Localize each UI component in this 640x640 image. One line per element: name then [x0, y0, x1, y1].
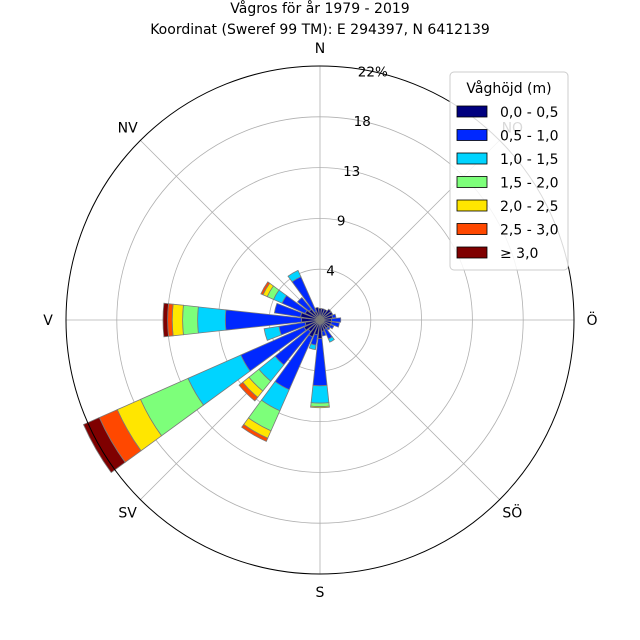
direction-label-V: V: [43, 313, 53, 329]
bar-sector-105-bin-1: [330, 321, 340, 328]
direction-label-SV: SV: [118, 505, 137, 521]
direction-label-Ö: Ö: [586, 311, 597, 329]
bar-sector-180-bin-4: [310, 405, 330, 409]
legend-label-1: 0,5 - 1,0: [500, 129, 558, 145]
legend: Våghöjd (m) 0,0 - 0,5 0,5 - 1,0 1,0 - 1,5 1…: [449, 71, 569, 271]
radial-tick-label-0: 4: [326, 263, 335, 279]
bar-sector-210-bin-5: [241, 423, 269, 442]
legend-swatch-6: [456, 246, 488, 259]
direction-label-S: S: [316, 585, 325, 601]
legend-swatch-1: [456, 129, 488, 141]
bar-sector-270-bin-4: [171, 303, 184, 337]
bar-sector-165-bin-1: [321, 330, 327, 337]
chart-subtitle: Koordinat (Sweref 99 TM): E 294397, N 64…: [150, 22, 490, 38]
polar-frame: [65, 65, 575, 575]
legend-label-4: 2,0 - 2,5: [500, 199, 558, 215]
polar-outer-ring: [65, 65, 575, 575]
bar-sector-270-bin-6: [162, 302, 169, 338]
radial-tick-label-1: 9: [337, 214, 346, 230]
radial-tick-labels: 4 9 13 18 22%: [326, 65, 388, 280]
bar-sector-90-bin-1: [331, 317, 342, 323]
direction-label-NV: NV: [118, 121, 138, 137]
legend-swatch-2: [456, 152, 488, 165]
bar-sector-330-bin-2: [287, 269, 302, 283]
grid-spoke-7: [140, 140, 321, 321]
bar-sector-225-bin-5: [238, 381, 259, 402]
bar-sector-60-bin-0: [319, 311, 334, 321]
radial-tick-label-4: 22%: [358, 65, 388, 81]
bar-sector-180-bin-2: [310, 384, 330, 404]
bar-sector-285-bin-1: [273, 302, 303, 318]
bar-sector-195-bin-2: [308, 343, 317, 351]
sector-bars: [82, 269, 342, 474]
legend-swatch-4: [456, 199, 488, 212]
legend-label-5: 2,5 - 3,0: [500, 223, 558, 239]
legend-swatch-5: [456, 223, 488, 235]
legend-box: [449, 71, 569, 271]
bar-sector-270-bin-3: [182, 304, 199, 336]
bar-sector-270-bin-2: [197, 306, 227, 334]
bar-sector-120-bin-1: [328, 324, 335, 330]
legend-label-6: ≥ 3,0: [500, 246, 538, 262]
radial-tick-label-2: 13: [343, 164, 360, 180]
radial-tick-label-3: 18: [354, 114, 371, 130]
bar-sector-0-bin-0: [318, 308, 322, 321]
bar-sector-300-bin-5: [260, 281, 271, 296]
legend-label-2: 1,0 - 1,5: [500, 152, 558, 168]
bar-sector-135-bin-1: [325, 325, 331, 331]
legend-label-0: 0,0 - 0,5: [500, 105, 558, 121]
bar-sector-150-bin-2: [327, 336, 335, 343]
grid-spoke-3: [319, 319, 500, 500]
legend-swatch-3: [456, 176, 488, 188]
legend-title: Våghöjd (m): [466, 80, 551, 97]
bar-sector-345-bin-0: [314, 306, 321, 321]
chart-title: Vågros för år 1979 - 2019: [230, 0, 409, 17]
bar-sector-240-bin-6: [82, 417, 126, 474]
bar-sector-75-bin-1: [331, 313, 337, 319]
polar-grid: [66, 66, 574, 574]
direction-label-N: N: [315, 41, 325, 57]
bar-sector-315-bin-1: [296, 296, 312, 312]
legend-label-3: 1,5 - 2,0: [500, 176, 558, 192]
legend-items: 0,0 - 0,5 0,5 - 1,0 1,0 - 1,5 1,5 - 2,0 2,0 …: [456, 105, 558, 262]
direction-label-SÖ: SÖ: [502, 503, 522, 521]
bar-sector-255-bin-2: [263, 325, 282, 341]
legend-swatch-0: [456, 105, 488, 118]
bar-sector-45-bin-0: [319, 308, 332, 321]
